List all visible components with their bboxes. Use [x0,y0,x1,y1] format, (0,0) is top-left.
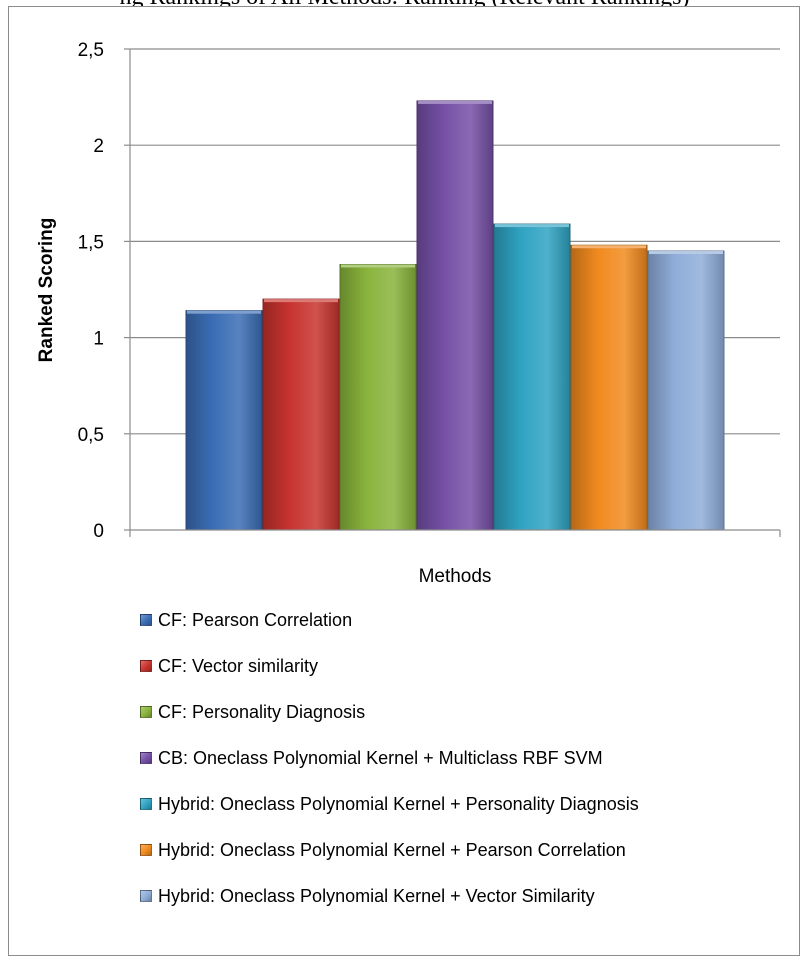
legend-item: Hybrid: Oneclass Polynomial Kernel + Pea… [140,839,639,861]
y-tick-label: 2,5 [78,40,104,61]
legend-swatch [140,798,152,810]
legend-item: Hybrid: Oneclass Polynomial Kernel + Vec… [140,885,639,907]
legend-swatch [140,706,152,718]
x-axis-label: Methods [419,566,492,587]
legend-label: Hybrid: Oneclass Polynomial Kernel + Vec… [158,885,595,906]
legend-item: CB: Oneclass Polynomial Kernel + Multicl… [140,747,639,769]
legend-item: CF: Vector similarity [140,655,639,677]
bar [647,250,725,531]
y-tick-label: 2 [93,136,104,157]
legend-label: CF: Pearson Correlation [158,609,353,630]
legend-item: CF: Pearson Correlation [140,609,639,631]
legend-item: Hybrid: Oneclass Polynomial Kernel + Per… [140,793,639,815]
figure-caption: ng Rankings of All Methods: Ranking (Rel… [0,0,809,11]
bar [262,298,340,531]
bars [185,100,725,531]
bar-top-highlight [341,264,415,268]
bar [185,310,263,531]
bar [570,244,648,531]
legend-item: CF: Personality Diagnosis [140,701,639,723]
legend-swatch [140,660,152,672]
legend-label: CB: Oneclass Polynomial Kernel + Multicl… [158,747,603,768]
y-tick-label: 1,5 [78,232,104,253]
y-axis-label: Ranked Scoring [36,218,57,363]
y-tick-label: 0,5 [78,425,104,446]
bar-top-highlight [264,299,338,303]
bar [416,100,494,531]
legend-label: Hybrid: Oneclass Polynomial Kernel + Per… [158,793,639,814]
bar-top-highlight [649,251,723,255]
legend-label: CF: Personality Diagnosis [158,701,366,722]
legend: CF: Pearson Correlation CF: Vector simila… [140,609,639,931]
legend-label: Hybrid: Oneclass Polynomial Kernel + Pea… [158,839,626,860]
bar-top-highlight [572,245,646,249]
bar [493,223,571,531]
y-tick-label: 0 [93,521,104,542]
bar-top-highlight [418,100,492,104]
y-tick-label: 1 [93,329,104,350]
legend-swatch [140,614,152,626]
legend-label: CF: Vector similarity [158,655,319,676]
bar [339,263,417,531]
legend-swatch [140,890,152,902]
legend-swatch [140,844,152,856]
axes: 0 0,5 1 1,5 2 2,5 [78,40,781,542]
bar-top-highlight [495,224,569,228]
bar-top-highlight [187,310,261,314]
legend-swatch [140,752,152,764]
